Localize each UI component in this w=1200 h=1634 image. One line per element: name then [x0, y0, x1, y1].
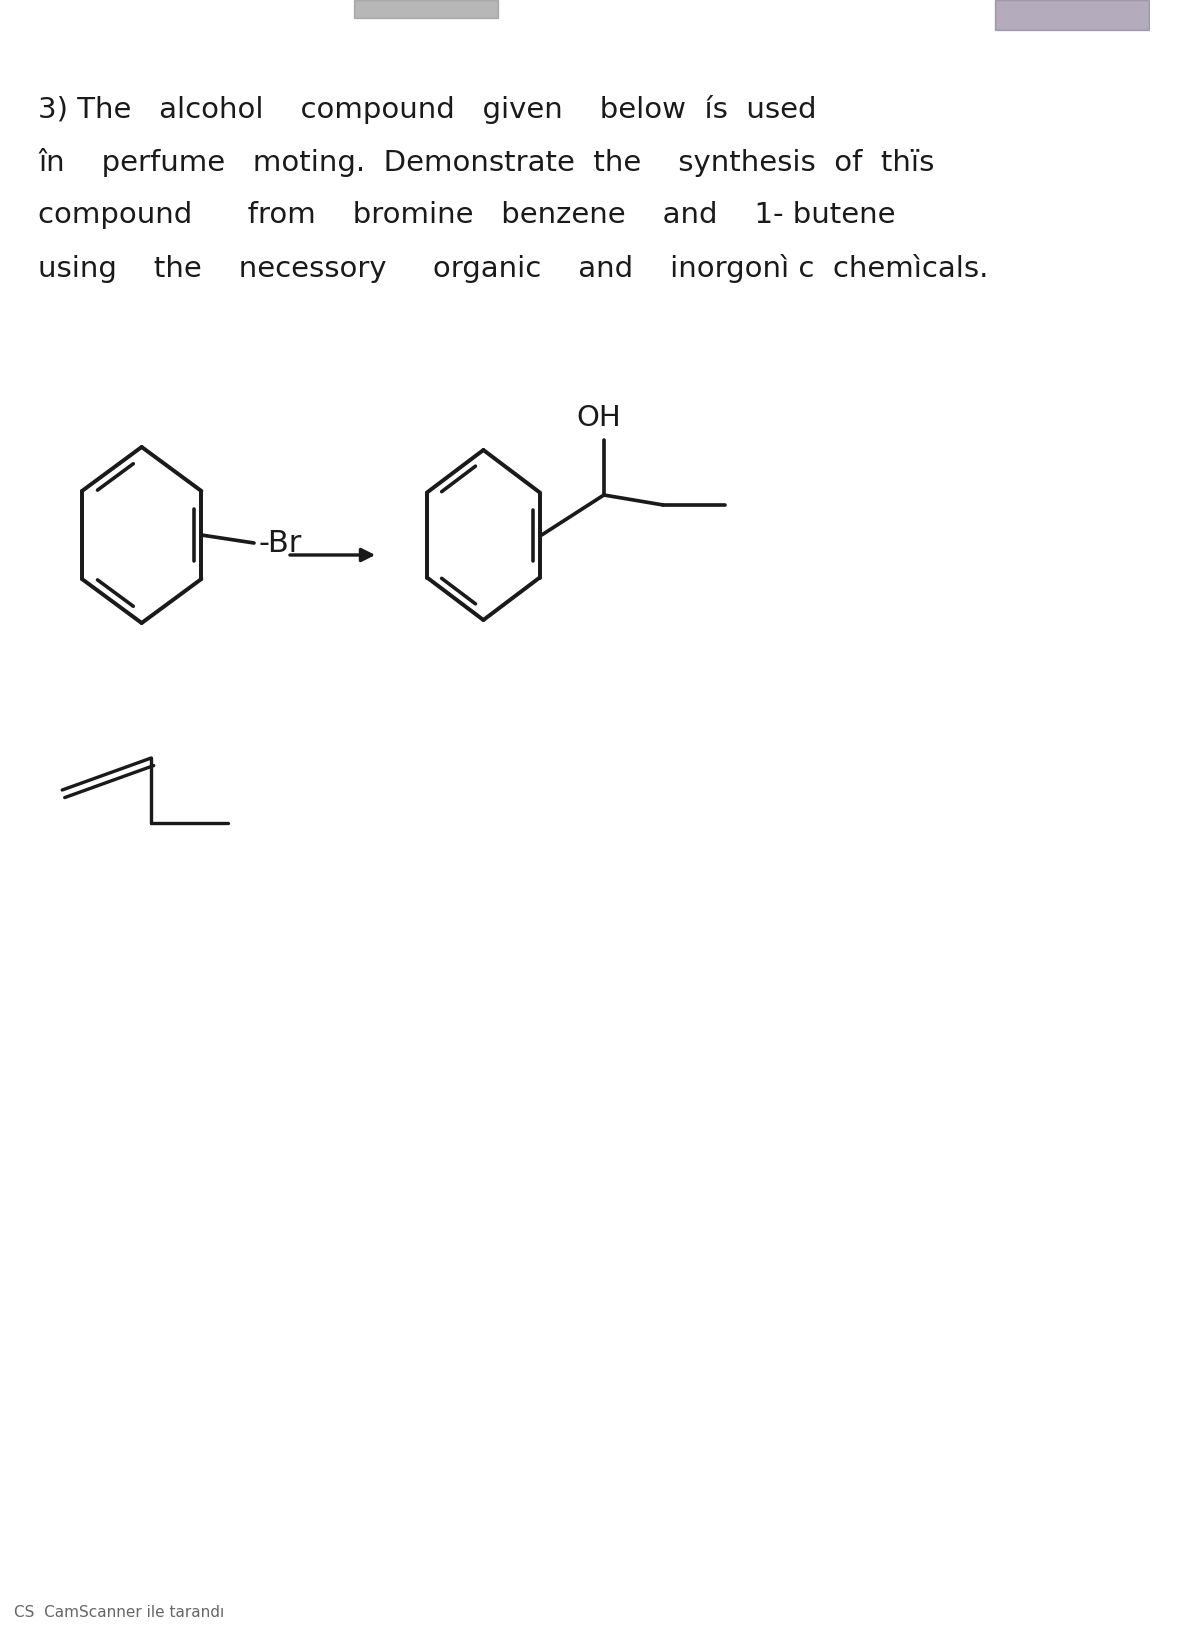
- Text: OH: OH: [577, 404, 622, 431]
- Text: CS  CamScanner ile tarandı: CS CamScanner ile tarandı: [14, 1605, 224, 1619]
- Text: using    the    necessory     organic    and    inorgonì c  chemìcals.: using the necessory organic and inorgonì…: [38, 253, 989, 283]
- Text: 3) The   alcohol    compound   given    below  ís  used: 3) The alcohol compound given below ís u…: [38, 95, 817, 124]
- Text: -Br: -Br: [259, 528, 302, 557]
- Text: compound      from    bromine   benzene    and    1- butene: compound from bromine benzene and 1- but…: [38, 201, 895, 229]
- Text: în    perfume   moting.  Demonstrate  the    synthesis  of  thïs: în perfume moting. Demonstrate the synth…: [38, 149, 935, 176]
